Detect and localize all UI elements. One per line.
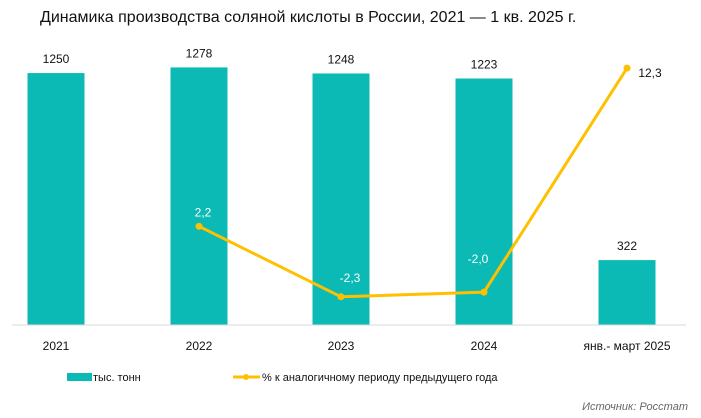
bar-data-label: 1248: [328, 52, 355, 66]
line-point: [480, 288, 488, 296]
x-tick-label: 2021: [43, 339, 70, 353]
legend-bar-label: тыс. тонн: [93, 372, 141, 384]
bar-data-label: 322: [617, 239, 637, 253]
x-tick-label: 2024: [471, 339, 498, 353]
source-note: Источник: Росстат: [582, 401, 688, 413]
legend-line-label: % к аналогичному периоду предыдущего год…: [262, 372, 498, 384]
bar-data-label: 1250: [43, 52, 70, 66]
x-tick-label: 2023: [328, 339, 355, 353]
bar-янв.- март 2025: [598, 260, 656, 325]
x-tick-label: 2022: [186, 339, 213, 353]
line-data-label: -2,3: [340, 271, 361, 285]
legend-line-marker: [243, 374, 249, 380]
bar-2024: [455, 78, 513, 325]
bar-2022: [170, 67, 228, 325]
bar-2021: [27, 73, 85, 325]
bar-2023: [312, 73, 370, 325]
chart-title: Динамика производства соляной кислоты в …: [40, 9, 576, 26]
line-data-label: 2,2: [195, 205, 212, 219]
line-point: [337, 293, 345, 301]
line-point: [623, 64, 631, 72]
bar-data-label: 1278: [186, 46, 213, 60]
legend-bar-swatch: [67, 373, 92, 381]
bar-data-label: 1223: [471, 58, 498, 72]
x-tick-label: янв.- март 2025: [583, 339, 670, 353]
line-data-label: 12,3: [638, 66, 662, 80]
line-data-label: -2,0: [468, 252, 489, 266]
line-series: [198, 67, 629, 299]
line-point: [195, 222, 203, 230]
